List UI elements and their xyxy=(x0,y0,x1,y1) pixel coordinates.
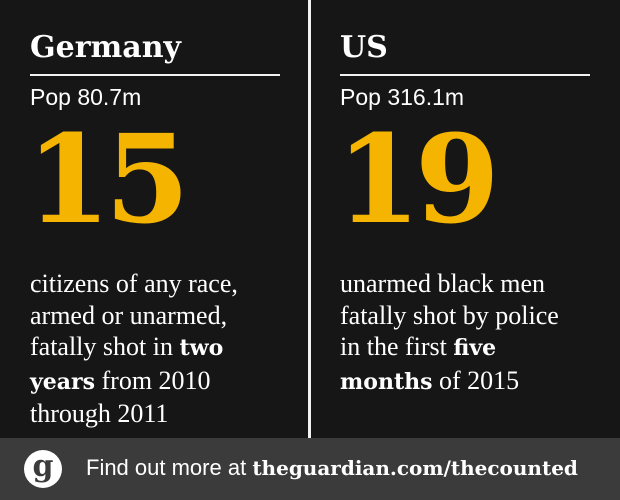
text: unarmed black men xyxy=(340,269,546,298)
divider xyxy=(308,0,311,438)
footer-text: Find out more at theguardian.com/thecoun… xyxy=(86,455,578,481)
text: of 2015 xyxy=(432,365,520,395)
population: Pop 316.1m xyxy=(340,84,465,110)
big-number: 15 xyxy=(26,107,190,251)
description-line: years from 2010 xyxy=(30,365,300,399)
title-rule xyxy=(340,74,590,76)
description: citizens of any race, armed or unarmed, fa… xyxy=(30,268,300,430)
text: fatally shot by police xyxy=(340,300,559,330)
text: fatally shot in xyxy=(30,332,180,361)
text: citizens of any race, xyxy=(30,269,238,298)
description-line: fatally shot by police xyxy=(340,300,610,332)
panel-title: US xyxy=(340,30,388,65)
text: from 2010 xyxy=(95,365,211,395)
text: armed or unarmed, xyxy=(30,300,228,330)
bold-text: months xyxy=(340,368,433,395)
logo: g xyxy=(24,450,62,488)
description-line: months of 2015 xyxy=(340,365,610,399)
panel: Germany Pop 80.7m 15 citizens of any race, a… xyxy=(26,0,290,438)
bold-text: two xyxy=(179,335,224,361)
description-line: fatally shot in two xyxy=(30,331,300,365)
description-line: unarmed black men xyxy=(340,268,610,300)
description-line: citizens of any race, xyxy=(30,268,300,300)
footer: g Find out more at theguardian.com/theco… xyxy=(0,438,620,500)
footer-link[interactable]: theguardian.com/thecounted xyxy=(252,456,578,480)
panel: US Pop 316.1m 19 unarmed black men fatally s… xyxy=(336,0,600,438)
description: unarmed black men fatally shot by police i… xyxy=(340,268,610,398)
text: through 2011 xyxy=(30,399,169,428)
footer-label: Find out more at xyxy=(86,455,253,480)
description-line: armed or unarmed, xyxy=(30,300,300,332)
bold-text: five xyxy=(453,335,497,361)
description-line: through 2011 xyxy=(30,398,300,430)
big-number: 19 xyxy=(336,107,500,251)
bold-text: years xyxy=(30,368,96,395)
text: in the first xyxy=(340,332,454,361)
description-line: in the first five xyxy=(340,331,610,365)
title-rule xyxy=(30,74,280,76)
population: Pop 80.7m xyxy=(30,84,142,110)
panel-title: Germany xyxy=(30,30,181,65)
